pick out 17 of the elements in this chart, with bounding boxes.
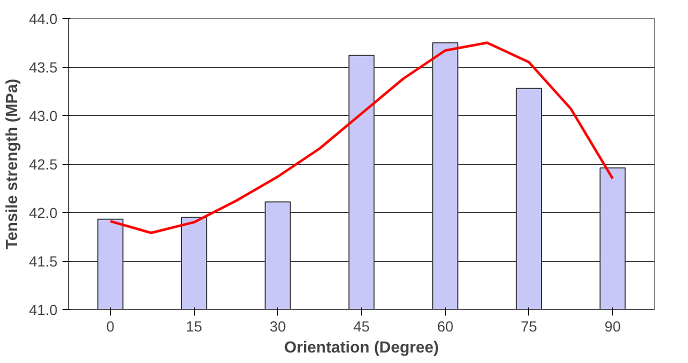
y-tick-label: 42.5 bbox=[28, 158, 58, 174]
y-tick-label: 43.0 bbox=[28, 109, 58, 125]
y-axis-title: Tensile strength (MPa) bbox=[4, 78, 21, 250]
x-tick-label: 75 bbox=[520, 320, 538, 336]
x-tick-label: 30 bbox=[270, 320, 286, 336]
line-series bbox=[109, 42, 614, 234]
x-axis-title: Orientation (Degree) bbox=[284, 340, 439, 356]
x-tick-label: 60 bbox=[437, 320, 454, 336]
x-tick-label: 0 bbox=[106, 320, 114, 336]
y-tick-label: 43.5 bbox=[28, 60, 58, 76]
x-tick-label: 90 bbox=[604, 320, 621, 336]
y-tick-label: 41.5 bbox=[28, 254, 58, 270]
y-tick-label: 41.0 bbox=[28, 303, 58, 319]
y-tick-label: 44.0 bbox=[28, 12, 58, 28]
x-tick-label: 45 bbox=[353, 320, 370, 336]
y-tick-label: 42.0 bbox=[28, 206, 58, 222]
x-tick-label: 15 bbox=[186, 320, 202, 336]
